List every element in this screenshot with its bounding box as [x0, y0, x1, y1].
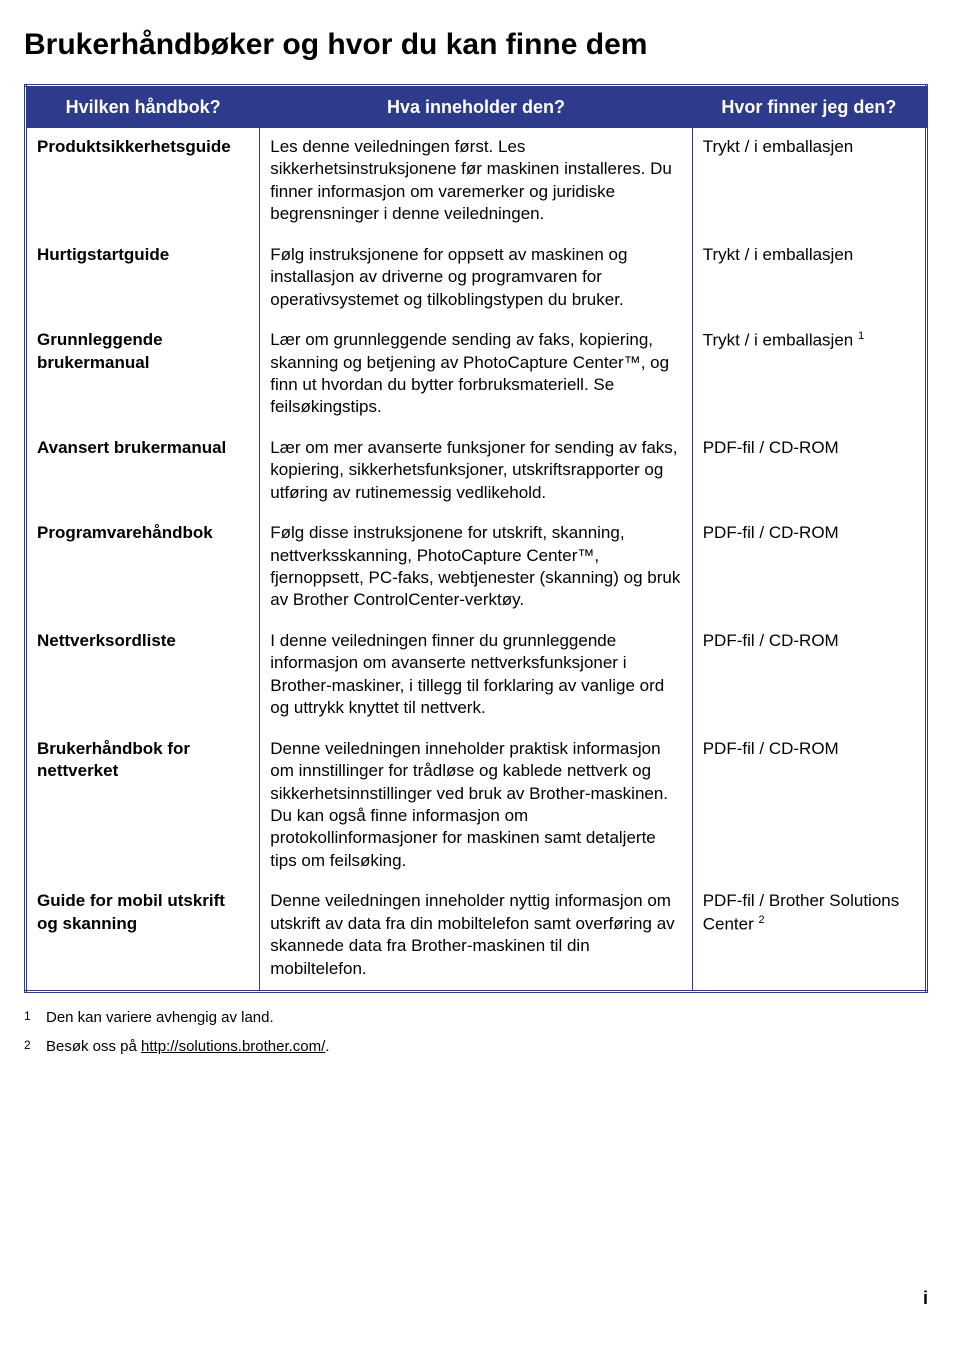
manual-description: Les denne veiledningen først. Les sikker…	[260, 128, 692, 236]
manual-name: Nettverksordliste	[26, 622, 260, 730]
table-row: Guide for mobil utskrift og skanningDenn…	[26, 882, 927, 991]
manual-location: PDF-fil / Brother Solutions Center 2	[692, 882, 926, 991]
manual-description: I denne veiledningen finner du grunnlegg…	[260, 622, 692, 730]
footnote-number: 2	[24, 1036, 46, 1059]
manual-location: PDF-fil / CD-ROM	[692, 730, 926, 883]
page-number: i	[24, 1288, 928, 1309]
manual-description: Følg instruksjonene for oppsett av maski…	[260, 236, 692, 321]
manual-location: Trykt / i emballasjen	[692, 128, 926, 236]
manual-location: Trykt / i emballasjen 1	[692, 321, 926, 429]
manual-description: Lær om mer avanserte funksjoner for send…	[260, 429, 692, 514]
col-header-where: Hvor finner jeg den?	[692, 86, 926, 129]
footnote-text: Besøk oss på http://solutions.brother.co…	[46, 1036, 928, 1059]
table-row: Avansert brukermanualLær om mer avansert…	[26, 429, 927, 514]
footnote-2: 2 Besøk oss på http://solutions.brother.…	[24, 1036, 928, 1059]
manual-name: Grunnleggende brukermanual	[26, 321, 260, 429]
footnote-1: 1 Den kan variere avhengig av land.	[24, 1007, 928, 1030]
manual-name: Avansert brukermanual	[26, 429, 260, 514]
table-row: Grunnleggende brukermanualLær om grunnle…	[26, 321, 927, 429]
manual-location: Trykt / i emballasjen	[692, 236, 926, 321]
footnote-ref: 2	[758, 914, 764, 926]
table-row: ProduktsikkerhetsguideLes denne veiledni…	[26, 128, 927, 236]
table-row: NettverksordlisteI denne veiledningen fi…	[26, 622, 927, 730]
manual-name: Programvarehåndbok	[26, 514, 260, 622]
manual-name: Brukerhåndbok for nettverket	[26, 730, 260, 883]
footnote-text: Den kan variere avhengig av land.	[46, 1007, 928, 1030]
manual-location: PDF-fil / CD-ROM	[692, 514, 926, 622]
page-title: Brukerhåndbøker og hvor du kan finne dem	[24, 28, 928, 62]
footnote-ref: 1	[858, 330, 864, 342]
manual-description: Følg disse instruksjonene for utskrift, …	[260, 514, 692, 622]
manual-description: Denne veiledningen inneholder nyttig inf…	[260, 882, 692, 991]
manual-location: PDF-fil / CD-ROM	[692, 622, 926, 730]
manual-name: Guide for mobil utskrift og skanning	[26, 882, 260, 991]
manual-name: Hurtigstartguide	[26, 236, 260, 321]
manual-description: Denne veiledningen inneholder praktisk i…	[260, 730, 692, 883]
manual-name: Produktsikkerhetsguide	[26, 128, 260, 236]
footnote-number: 1	[24, 1007, 46, 1030]
col-header-what: Hva inneholder den?	[260, 86, 692, 129]
table-row: ProgramvarehåndbokFølg disse instruksjon…	[26, 514, 927, 622]
manuals-table: Hvilken håndbok? Hva inneholder den? Hvo…	[24, 84, 928, 993]
manual-description: Lær om grunnleggende sending av faks, ko…	[260, 321, 692, 429]
manual-location: PDF-fil / CD-ROM	[692, 429, 926, 514]
col-header-which: Hvilken håndbok?	[26, 86, 260, 129]
table-row: HurtigstartguideFølg instruksjonene for …	[26, 236, 927, 321]
table-row: Brukerhåndbok for nettverketDenne veiled…	[26, 730, 927, 883]
footnote-link[interactable]: http://solutions.brother.com/	[141, 1038, 325, 1055]
footnotes: 1 Den kan variere avhengig av land. 2 Be…	[24, 1007, 928, 1058]
